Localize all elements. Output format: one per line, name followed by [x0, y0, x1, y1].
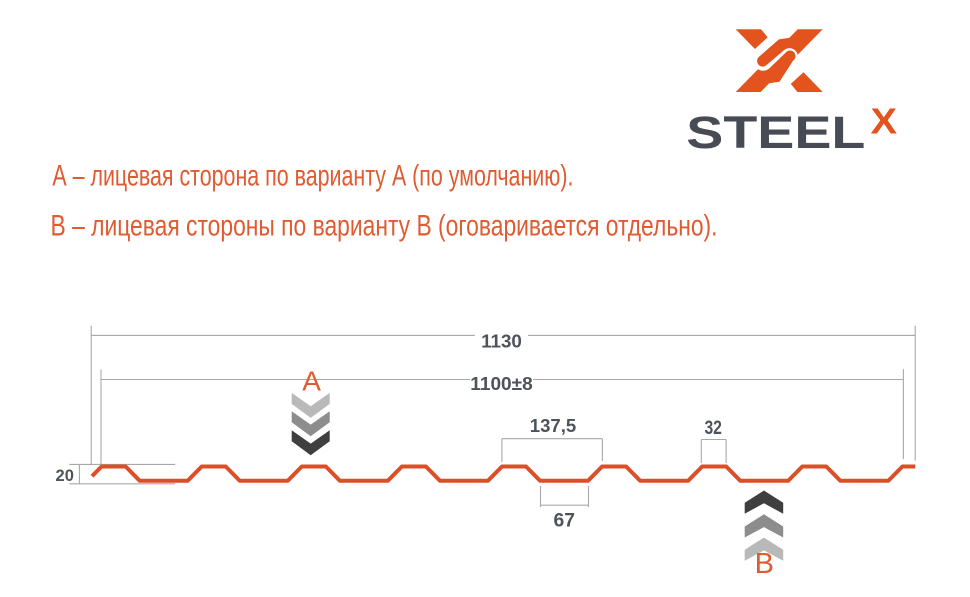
svg-text:20: 20 — [56, 467, 74, 485]
svg-text:137,5: 137,5 — [530, 415, 576, 436]
svg-text:STEEL: STEEL — [686, 107, 865, 158]
svg-text:А – лицевая сторона по вариант: А – лицевая сторона по варианту А (по ум… — [52, 160, 573, 193]
svg-text:А: А — [302, 365, 321, 396]
svg-text:67: 67 — [554, 510, 576, 532]
svg-text:В: В — [755, 548, 774, 580]
svg-text:32: 32 — [704, 417, 722, 439]
svg-text:1100±8: 1100±8 — [470, 373, 532, 394]
svg-text:В – лицевая стороны по вариант: В – лицевая стороны по варианту В (огова… — [51, 209, 718, 242]
svg-text:1130: 1130 — [481, 331, 522, 352]
svg-text:X: X — [871, 100, 898, 141]
